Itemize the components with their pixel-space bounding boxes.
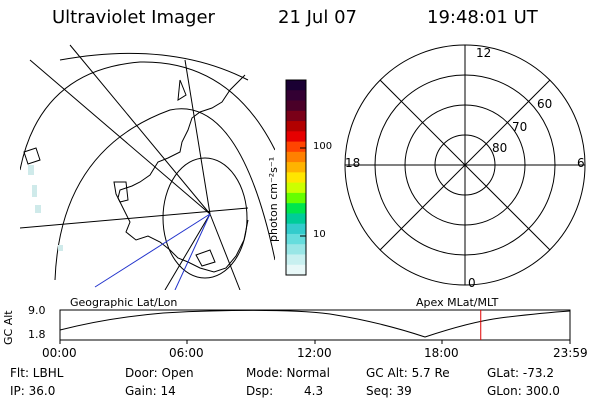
colorbar-cell (286, 223, 306, 235)
time-label: 19:48:01 UT (427, 7, 538, 28)
colorbar-cell (286, 172, 306, 184)
coastline-island (177, 79, 187, 101)
date-label: 21 Jul 07 (278, 7, 357, 28)
aurora-speckle (28, 165, 63, 251)
colorbar-cell (286, 264, 306, 276)
timeline-x-tick: 18:00 (424, 346, 459, 360)
timeline-y-tick-top: 9.0 (28, 304, 46, 317)
meridian-line (69, 44, 211, 215)
glon-info: GLon: 300.0 (487, 384, 560, 398)
mlt-label-0: 0 (468, 276, 476, 290)
colorbar-cell (286, 110, 306, 122)
map-caption: Geographic Lat/Lon (70, 296, 178, 309)
ground-track-line (94, 213, 211, 288)
colorbar-tick-10: 10 (313, 229, 326, 240)
latitude-arc (54, 108, 275, 281)
timeline-y-tick-bottom: 1.8 (28, 328, 46, 341)
geographic-map (20, 44, 275, 290)
ground-track-line (174, 213, 211, 290)
timeline-y-label: GC Alt (2, 310, 15, 345)
ip-info: IP: 36.0 (10, 384, 56, 398)
colorbar-cell (286, 162, 306, 173)
gain-info: Gain: 14 (125, 384, 176, 398)
latitude-arc (59, 52, 249, 81)
colorbar-cell (286, 121, 306, 132)
meridian-line (209, 213, 241, 290)
mlt-label-18: 18 (345, 156, 361, 170)
mlat-label-70: 70 (512, 120, 528, 134)
dsp-value: 4.3 (304, 384, 324, 398)
colorbar-cell (286, 151, 306, 163)
colorbar-cell (286, 90, 306, 102)
colorbar-tick-100: 100 (313, 141, 333, 152)
timeline-x-tick: 06:00 (169, 346, 204, 360)
mlat-label-60: 60 (537, 97, 553, 111)
dsp-label: Dsp: (246, 384, 274, 398)
colorbar-cell (286, 233, 306, 245)
colorbar-cell (286, 131, 306, 143)
colorbar-cell (286, 244, 306, 255)
colorbar-cell (286, 182, 306, 194)
mlat-label-80: 80 (492, 141, 508, 155)
mlt-label-6: 6 (577, 156, 585, 170)
meridian-line (20, 207, 249, 229)
colorbar-cell (286, 100, 306, 112)
meridian-line (164, 213, 211, 290)
timeline-x-tick: 12:00 (297, 346, 332, 360)
glat-info: GLat: -73.2 (487, 366, 554, 380)
colorbar-unit-label: photon cm⁻²s⁻¹ (267, 156, 280, 242)
seq-info: Seq: 39 (366, 384, 412, 398)
color-scale-bar (285, 79, 307, 276)
mlt-label-12: 12 (476, 46, 492, 60)
meridian-line (184, 59, 211, 215)
latitude-circle (162, 157, 248, 279)
coastline (117, 74, 249, 273)
altitude-timeline (59, 309, 571, 344)
gc-alt-info: GC Alt: 5.7 Re (366, 366, 450, 380)
timeline-x-tick: 00:00 (42, 346, 77, 360)
latitude-arc (20, 61, 275, 171)
colorbar-cell (286, 213, 306, 225)
colorbar-cell (286, 192, 306, 204)
colorbar-cell (286, 80, 306, 91)
mode-info: Mode: Normal (246, 366, 330, 380)
app-title: Ultraviolet Imager (52, 7, 215, 28)
colorbar-cell (286, 203, 306, 214)
polar-caption: Apex MLat/MLT (416, 296, 499, 309)
altitude-curve (59, 309, 571, 338)
coastline-island (113, 181, 129, 203)
coastline-island (23, 147, 41, 165)
polar-diagonal (379, 79, 551, 251)
filter-info: Flt: LBHL (10, 366, 64, 380)
timeline-x-tick: 23:59 (553, 346, 588, 360)
coastline-island (195, 249, 216, 267)
colorbar-cell (286, 141, 306, 153)
polar-mlt-plot (344, 44, 586, 286)
colorbar-cell (286, 254, 306, 266)
door-info: Door: Open (125, 366, 194, 380)
